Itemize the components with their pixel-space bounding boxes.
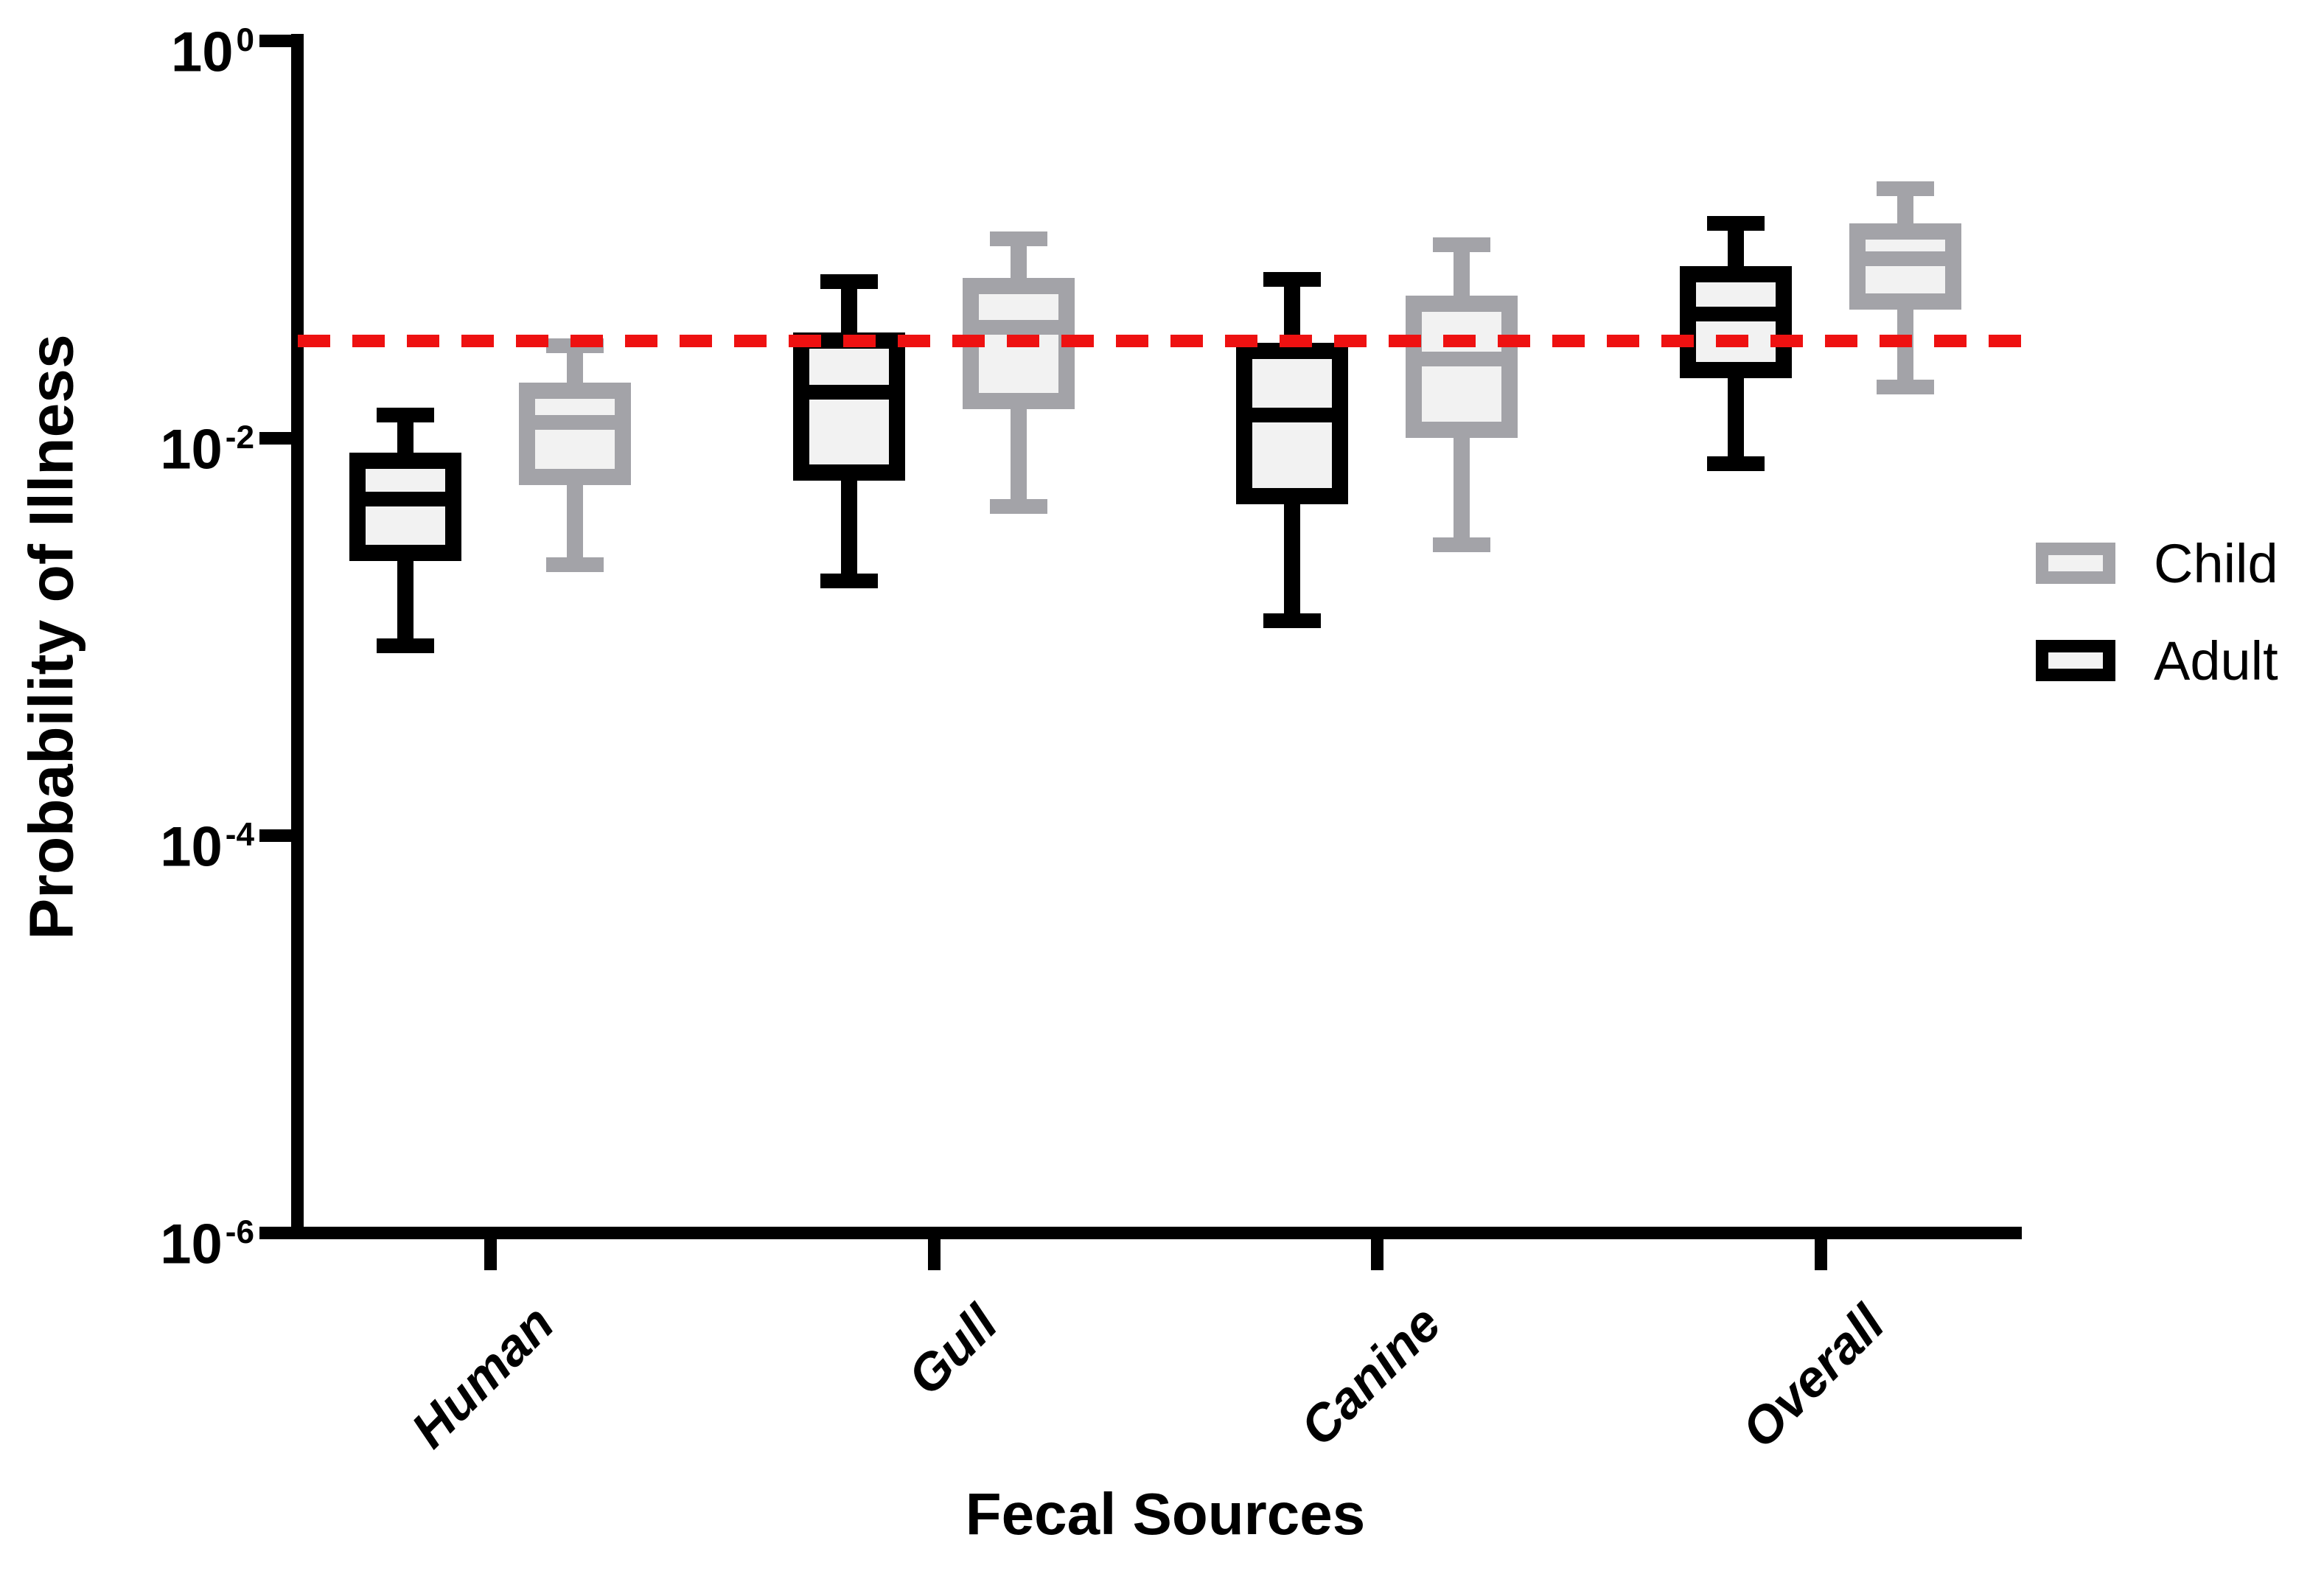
box-adult-gull (793, 332, 905, 481)
y-tick-exponent: -6 (225, 1214, 254, 1250)
x-tick-overall (1815, 1239, 1827, 1270)
box-child-overall (1849, 223, 1961, 310)
box-adult-overall (1680, 266, 1792, 378)
whisker-cap-top-adult-overall (1707, 216, 1765, 231)
category-label-box-human: Human (7, 1294, 565, 1459)
illness-benchmark-line (298, 335, 2022, 347)
whisker-cap-bottom-child-human (546, 557, 604, 572)
y-axis-line (291, 34, 304, 1239)
box-child-canine (1406, 296, 1518, 438)
whisker-cap-bottom-child-overall (1877, 380, 1934, 394)
x-tick-gull (928, 1239, 941, 1270)
y-tick-10e-4 (259, 829, 291, 842)
whisker-cap-top-child-canine (1433, 237, 1490, 252)
y-tick-exponent: 0 (236, 22, 254, 58)
x-axis-title: Fecal Sources (965, 1481, 1366, 1547)
x-tick-canine (1371, 1239, 1383, 1270)
category-label-box-canine: Canine (894, 1294, 1451, 1457)
y-tick-base: 10 (160, 1213, 223, 1276)
y-tick-base: 10 (160, 418, 223, 481)
category-label-overall: Overall (1730, 1294, 1895, 1459)
x-tick-human (484, 1239, 497, 1270)
whisker-cap-bottom-adult-gull (820, 574, 878, 588)
median-child-gull (979, 320, 1058, 335)
y-tick-exponent: -2 (225, 419, 254, 456)
box-adult-canine (1236, 343, 1348, 504)
y-tick-label-10e-2: 10-2 (29, 397, 254, 481)
whisker-cap-bottom-adult-canine (1263, 613, 1321, 628)
category-label-box-gull: Gull (451, 1294, 1008, 1406)
category-label-box-overall: Overall (1338, 1294, 1895, 1459)
box-adult-human (349, 453, 461, 561)
whisker-cap-bottom-adult-human (377, 638, 434, 653)
whisker-cap-top-child-overall (1877, 181, 1934, 196)
median-adult-canine (1252, 408, 1332, 422)
whisker-cap-top-child-gull (990, 231, 1047, 246)
median-adult-gull (809, 385, 889, 400)
y-tick-10e-6 (259, 1227, 291, 1239)
whisker-cap-bottom-child-canine (1433, 537, 1490, 552)
y-tick-10e0 (259, 35, 291, 47)
median-child-canine (1422, 352, 1501, 366)
y-tick-base: 10 (170, 21, 234, 84)
y-tick-base: 10 (160, 815, 223, 879)
whisker-cap-top-adult-canine (1263, 272, 1321, 287)
x-axis-line (291, 1227, 2022, 1239)
whisker-cap-top-adult-gull (820, 274, 878, 289)
y-tick-label-10e-4: 10-4 (29, 795, 254, 879)
median-child-overall (1866, 251, 1945, 266)
median-adult-human (366, 492, 445, 506)
y-tick-10e-2 (259, 432, 291, 445)
whisker-cap-bottom-child-gull (990, 499, 1047, 514)
y-tick-exponent: -4 (225, 817, 254, 853)
y-tick-label-10e0: 100 (29, 0, 254, 84)
y-tick-label-10e-6: 10-6 (29, 1192, 254, 1276)
median-adult-overall (1696, 307, 1776, 321)
whisker-cap-top-adult-human (377, 408, 434, 422)
median-child-human (535, 415, 615, 430)
whisker-cap-bottom-adult-overall (1707, 456, 1765, 471)
box-child-human (519, 383, 631, 485)
